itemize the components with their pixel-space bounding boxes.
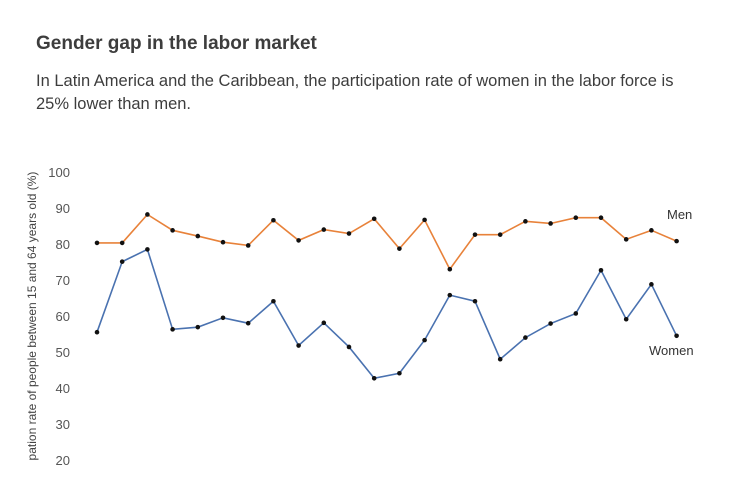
data-point-men	[649, 228, 654, 233]
data-point-men	[195, 233, 201, 239]
data-point-men	[346, 231, 352, 236]
data-point-women	[245, 320, 251, 326]
data-point-women	[145, 247, 150, 252]
data-point-women	[573, 311, 579, 316]
data-point-men	[497, 232, 503, 237]
data-point-women	[220, 315, 226, 321]
data-point-women	[472, 298, 478, 304]
y-axis-ticks: 100 90 80 70 60 50 40 30 20	[48, 165, 70, 468]
data-point-women	[623, 316, 629, 322]
y-tick-label: 70	[56, 273, 70, 288]
data-point-men	[220, 239, 226, 245]
data-point-women	[119, 259, 125, 264]
data-point-men	[598, 215, 604, 221]
data-point-men	[397, 246, 402, 251]
data-point-men	[321, 227, 327, 232]
series-line-men	[97, 213, 677, 271]
y-axis-label: pation rate of people between 15 and 64 …	[25, 172, 39, 461]
data-point-women	[94, 329, 100, 335]
data-point-men	[245, 243, 251, 248]
y-tick-label: 100	[48, 165, 70, 180]
y-tick-label: 50	[56, 345, 70, 360]
data-point-men	[170, 228, 175, 233]
data-point-men	[422, 217, 427, 223]
series-lines	[96, 213, 678, 380]
chart-title: Gender gap in the labor market	[36, 33, 317, 54]
data-point-men	[523, 219, 528, 224]
y-tick-label: 20	[56, 453, 70, 468]
data-point-women	[296, 343, 301, 348]
data-point-women	[195, 324, 201, 330]
data-point-men	[573, 215, 579, 221]
y-tick-label: 60	[56, 309, 70, 324]
data-point-men	[119, 240, 125, 246]
data-point-women	[649, 282, 654, 287]
series-points	[94, 212, 679, 381]
data-point-men	[94, 240, 100, 246]
y-tick-label: 90	[56, 201, 70, 216]
data-point-men	[271, 217, 276, 223]
y-tick-label: 80	[56, 237, 70, 252]
series-label-men: Men	[667, 207, 692, 222]
data-point-women	[371, 375, 377, 381]
data-point-women	[271, 298, 276, 304]
chart-subtitle: In Latin America and the Caribbean, the …	[36, 72, 674, 113]
data-point-women	[674, 333, 679, 339]
data-point-men	[548, 221, 553, 226]
data-point-men	[623, 237, 629, 242]
data-point-men	[371, 216, 377, 222]
data-point-women	[447, 292, 453, 298]
series-line-women	[96, 248, 678, 380]
series-labels: Men Women	[649, 207, 694, 358]
y-tick-label: 30	[56, 417, 70, 432]
y-tick-label: 40	[56, 381, 70, 396]
data-point-men	[296, 238, 301, 243]
data-point-women	[497, 356, 503, 362]
data-point-women	[548, 321, 553, 326]
data-point-men	[472, 232, 478, 237]
data-point-women	[397, 370, 402, 376]
data-point-women	[598, 267, 604, 273]
data-point-women	[346, 344, 352, 350]
data-point-women	[321, 320, 327, 326]
data-point-women	[170, 327, 175, 332]
data-point-men	[674, 238, 679, 244]
series-label-women: Women	[649, 343, 694, 358]
data-point-men	[145, 212, 150, 217]
data-point-women	[523, 335, 528, 340]
data-point-women	[422, 337, 427, 343]
data-point-men	[447, 266, 453, 272]
